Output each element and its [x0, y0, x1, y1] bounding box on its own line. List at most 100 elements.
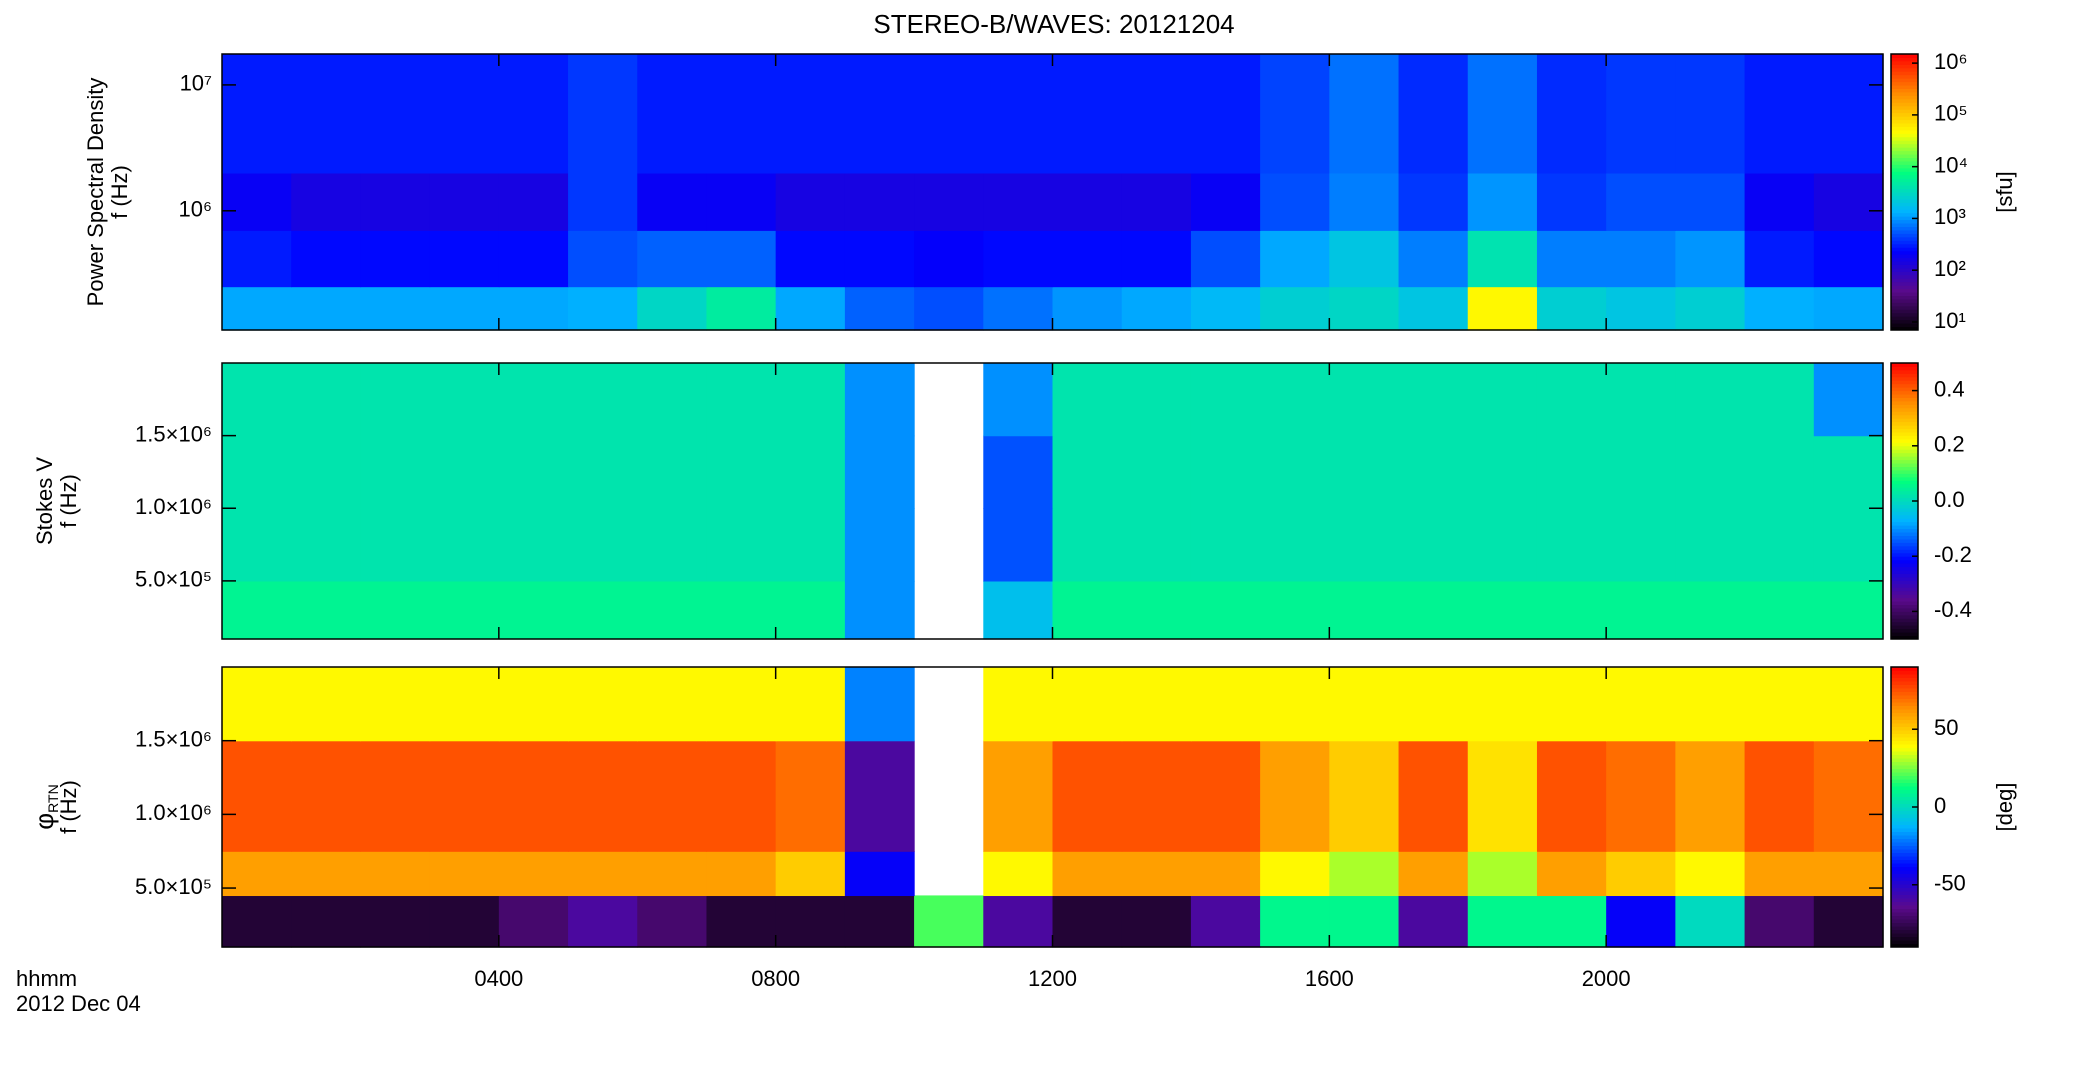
colorbar-strip: [1891, 511, 1918, 516]
heatmap-cell: [1675, 895, 1746, 948]
heatmap-cell: [1744, 851, 1815, 897]
colorbar-strip: [1891, 576, 1918, 581]
heatmap-cell: [360, 895, 431, 948]
colorbar-strip: [1891, 445, 1918, 450]
heatmap-cell: [1121, 851, 1192, 897]
colorbar-strip: [1891, 494, 1918, 499]
heatmap-cell: [1813, 172, 1884, 231]
colorbar-strip: [1891, 438, 1918, 443]
colorbar-strip: [1891, 133, 1918, 138]
heatmap-cell: [706, 54, 777, 174]
colorbar-strip: [1891, 782, 1918, 787]
colorbar-strip: [1891, 319, 1918, 324]
heatmap-cell: [1536, 363, 1607, 437]
colorbar-strip: [1891, 109, 1918, 114]
colorbar-strip: [1891, 295, 1918, 300]
colorbar-strip: [1891, 810, 1918, 815]
y-tick-label: 5.0×10⁵: [135, 874, 212, 899]
colorbar-strip: [1891, 267, 1918, 272]
heatmap-cell: [291, 230, 362, 288]
heatmap-cell: [1536, 580, 1607, 640]
colorbar-strip: [1891, 761, 1918, 766]
heatmap-cell: [1052, 667, 1123, 742]
heatmap-cell: [1260, 667, 1330, 742]
colorbar-strip: [1891, 136, 1918, 141]
heatmap-cell: [706, 740, 777, 852]
colorbar-strip: [1891, 323, 1918, 328]
heatmap-cell: [1121, 740, 1192, 852]
heatmap-cell: [1744, 508, 1815, 582]
colorbar-strip: [1891, 936, 1918, 941]
colorbar-strip: [1891, 456, 1918, 461]
colorbar-strip: [1891, 504, 1918, 509]
colorbar-strip: [1891, 373, 1918, 378]
heatmap-cell: [1744, 435, 1815, 509]
colorbar-strip: [1891, 800, 1918, 804]
heatmap-cell: [360, 508, 431, 582]
heatmap-cell: [429, 286, 500, 331]
heatmap-cell: [1813, 580, 1884, 640]
heatmap-cell: [1121, 54, 1192, 174]
heatmap-cell: [983, 895, 1054, 948]
colorbar-strip: [1891, 597, 1918, 602]
heatmap-cell: [1190, 230, 1261, 288]
heatmap-cell: [1536, 895, 1607, 948]
colorbar-strip: [1891, 116, 1918, 121]
colorbar-strip: [1891, 435, 1918, 440]
heatmap-cell: [1190, 172, 1261, 231]
heatmap-cell: [429, 740, 500, 852]
colorbar-strip: [1891, 758, 1918, 762]
colorbar-strip: [1891, 775, 1918, 780]
colorbar-strip: [1891, 285, 1918, 290]
heatmap-cell: [1121, 580, 1192, 640]
colorbar-strip: [1891, 691, 1918, 696]
heatmap-cell: [775, 435, 846, 509]
colorbar-strip: [1891, 887, 1918, 892]
colorbar-strip: [1891, 824, 1918, 829]
colorbar-strip: [1891, 856, 1918, 860]
colorbar-strip: [1891, 119, 1918, 124]
heatmap-cell: [1467, 435, 1538, 509]
heatmap-cell: [1329, 740, 1400, 852]
heatmap-cell: [1190, 740, 1261, 852]
colorbar-strip: [1891, 940, 1918, 944]
heatmap-cell: [568, 740, 638, 852]
colorbar-strip: [1891, 167, 1918, 172]
y-axis-label: Power Spectral Density: [83, 78, 108, 307]
heatmap-cell: [360, 286, 431, 331]
colorbar-strip: [1891, 628, 1918, 633]
colorbar-strip: [1891, 611, 1918, 616]
colorbar-strip: [1891, 845, 1918, 850]
heatmap-cell: [1260, 895, 1330, 948]
colorbar-strip: [1891, 674, 1918, 678]
colorbar-strip: [1891, 473, 1918, 478]
heatmap-cell: [775, 851, 846, 897]
heatmap-cell: [1536, 435, 1607, 509]
colorbar-strip: [1891, 754, 1918, 759]
colorbar-strip: [1891, 705, 1918, 710]
heatmap-cell: [775, 580, 846, 640]
colorbar-strip: [1891, 716, 1918, 720]
colorbar-strip: [1891, 635, 1918, 640]
colorbar-strip: [1891, 298, 1918, 303]
heatmap-cell: [1744, 286, 1815, 331]
heatmap-cell: [1121, 230, 1192, 288]
colorbar-strip: [1891, 765, 1918, 769]
colorbar-strip: [1891, 418, 1918, 423]
colorbar-strip: [1891, 807, 1918, 811]
colorbar-strip: [1891, 432, 1918, 436]
heatmap-cell: [1398, 435, 1469, 509]
colorbar-strip: [1891, 60, 1918, 65]
heatmap-cell: [1121, 508, 1192, 582]
colorbar-strip: [1891, 366, 1918, 371]
heatmap-cell: [1536, 851, 1607, 897]
heatmap-cell: [1744, 172, 1815, 231]
heatmap-cell: [222, 286, 292, 331]
colorbar-strip: [1891, 943, 1918, 948]
heatmap-cell: [1121, 435, 1192, 509]
heatmap-cell: [498, 895, 569, 948]
heatmap-cell: [568, 580, 638, 640]
heatmap-cell: [844, 740, 915, 852]
heatmap-cell: [498, 508, 569, 582]
heatmap-cell: [983, 230, 1054, 288]
